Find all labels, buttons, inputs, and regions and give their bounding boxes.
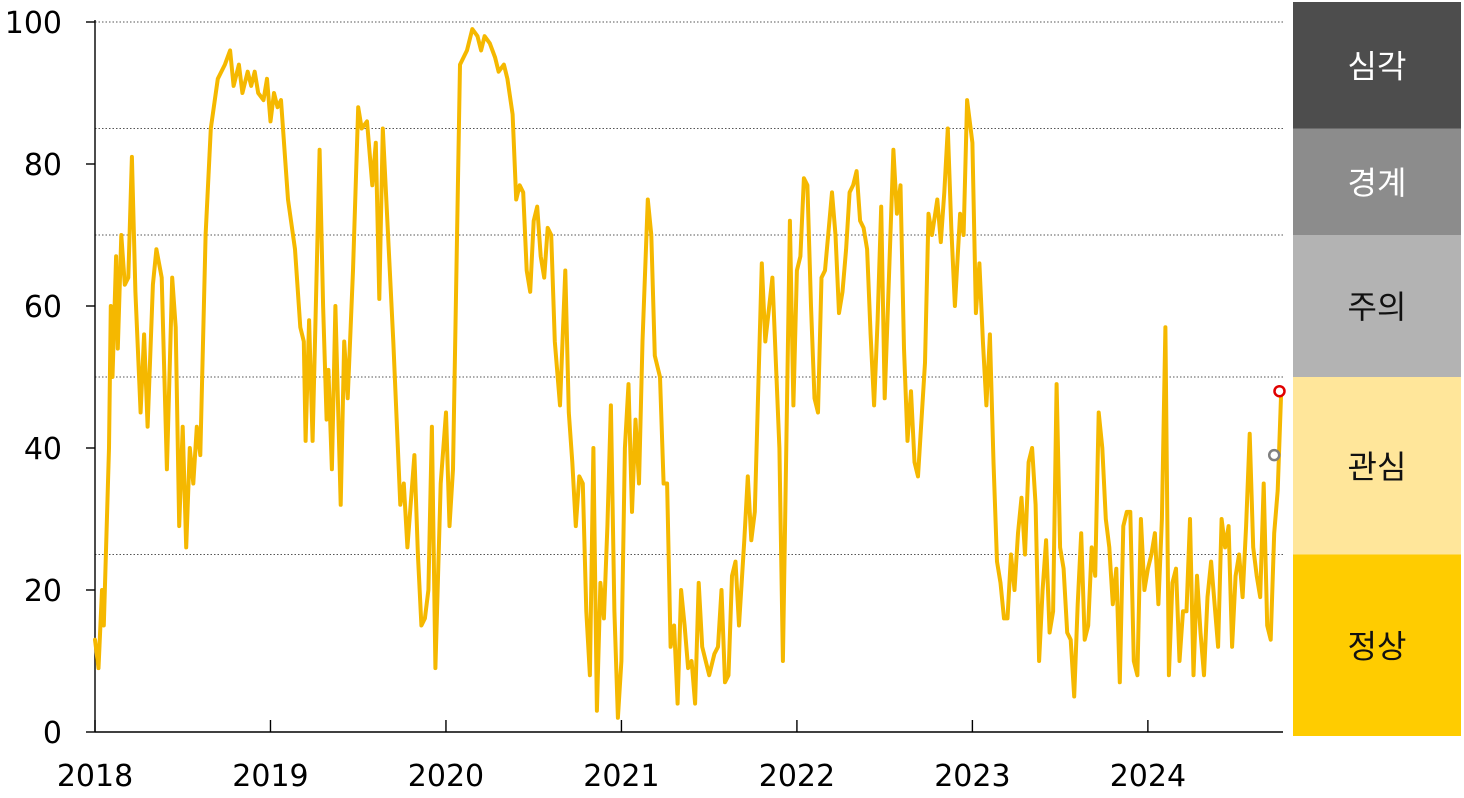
y-tick-label: 20 [24, 574, 62, 609]
x-tick-label: 2021 [583, 759, 659, 794]
x-tick-label: 2020 [408, 759, 484, 794]
series-group [93, 27, 1284, 720]
zone-label: 심각 [1348, 47, 1407, 85]
series-line [93, 27, 1284, 720]
zone-band [1293, 2, 1461, 129]
zone-band [1293, 377, 1461, 555]
y-tick-label: 60 [24, 290, 62, 325]
endpoint-markers [1267, 384, 1286, 462]
x-tick-label: 2022 [759, 759, 835, 794]
data-point-marker [1273, 384, 1286, 398]
zone-band [1293, 235, 1461, 377]
zone-label: 경계 [1348, 164, 1407, 202]
data-point-marker [1267, 448, 1281, 462]
x-tick-label: 2023 [934, 759, 1010, 794]
y-tick-label: 80 [24, 148, 62, 183]
x-tick-label: 2018 [57, 759, 133, 794]
zone-label: 주의 [1348, 288, 1407, 326]
risk-zone-bands: 정상 관심 주의 경계 심각 [1293, 2, 1461, 736]
x-tick-label: 2019 [232, 759, 308, 794]
zone-band [1293, 128, 1461, 235]
axes: 0 20 40 60 80 100 2018 2019 2020 2021 2022 2023 2024 [5, 6, 1283, 794]
zone-band [1293, 554, 1461, 736]
y-tick-label: 100 [5, 6, 62, 41]
x-tick-label: 2024 [1110, 759, 1186, 794]
zone-label: 정상 [1348, 627, 1407, 665]
y-tick-label: 40 [24, 432, 62, 467]
y-tick-label: 0 [43, 716, 62, 751]
zone-label: 관심 [1348, 448, 1407, 486]
